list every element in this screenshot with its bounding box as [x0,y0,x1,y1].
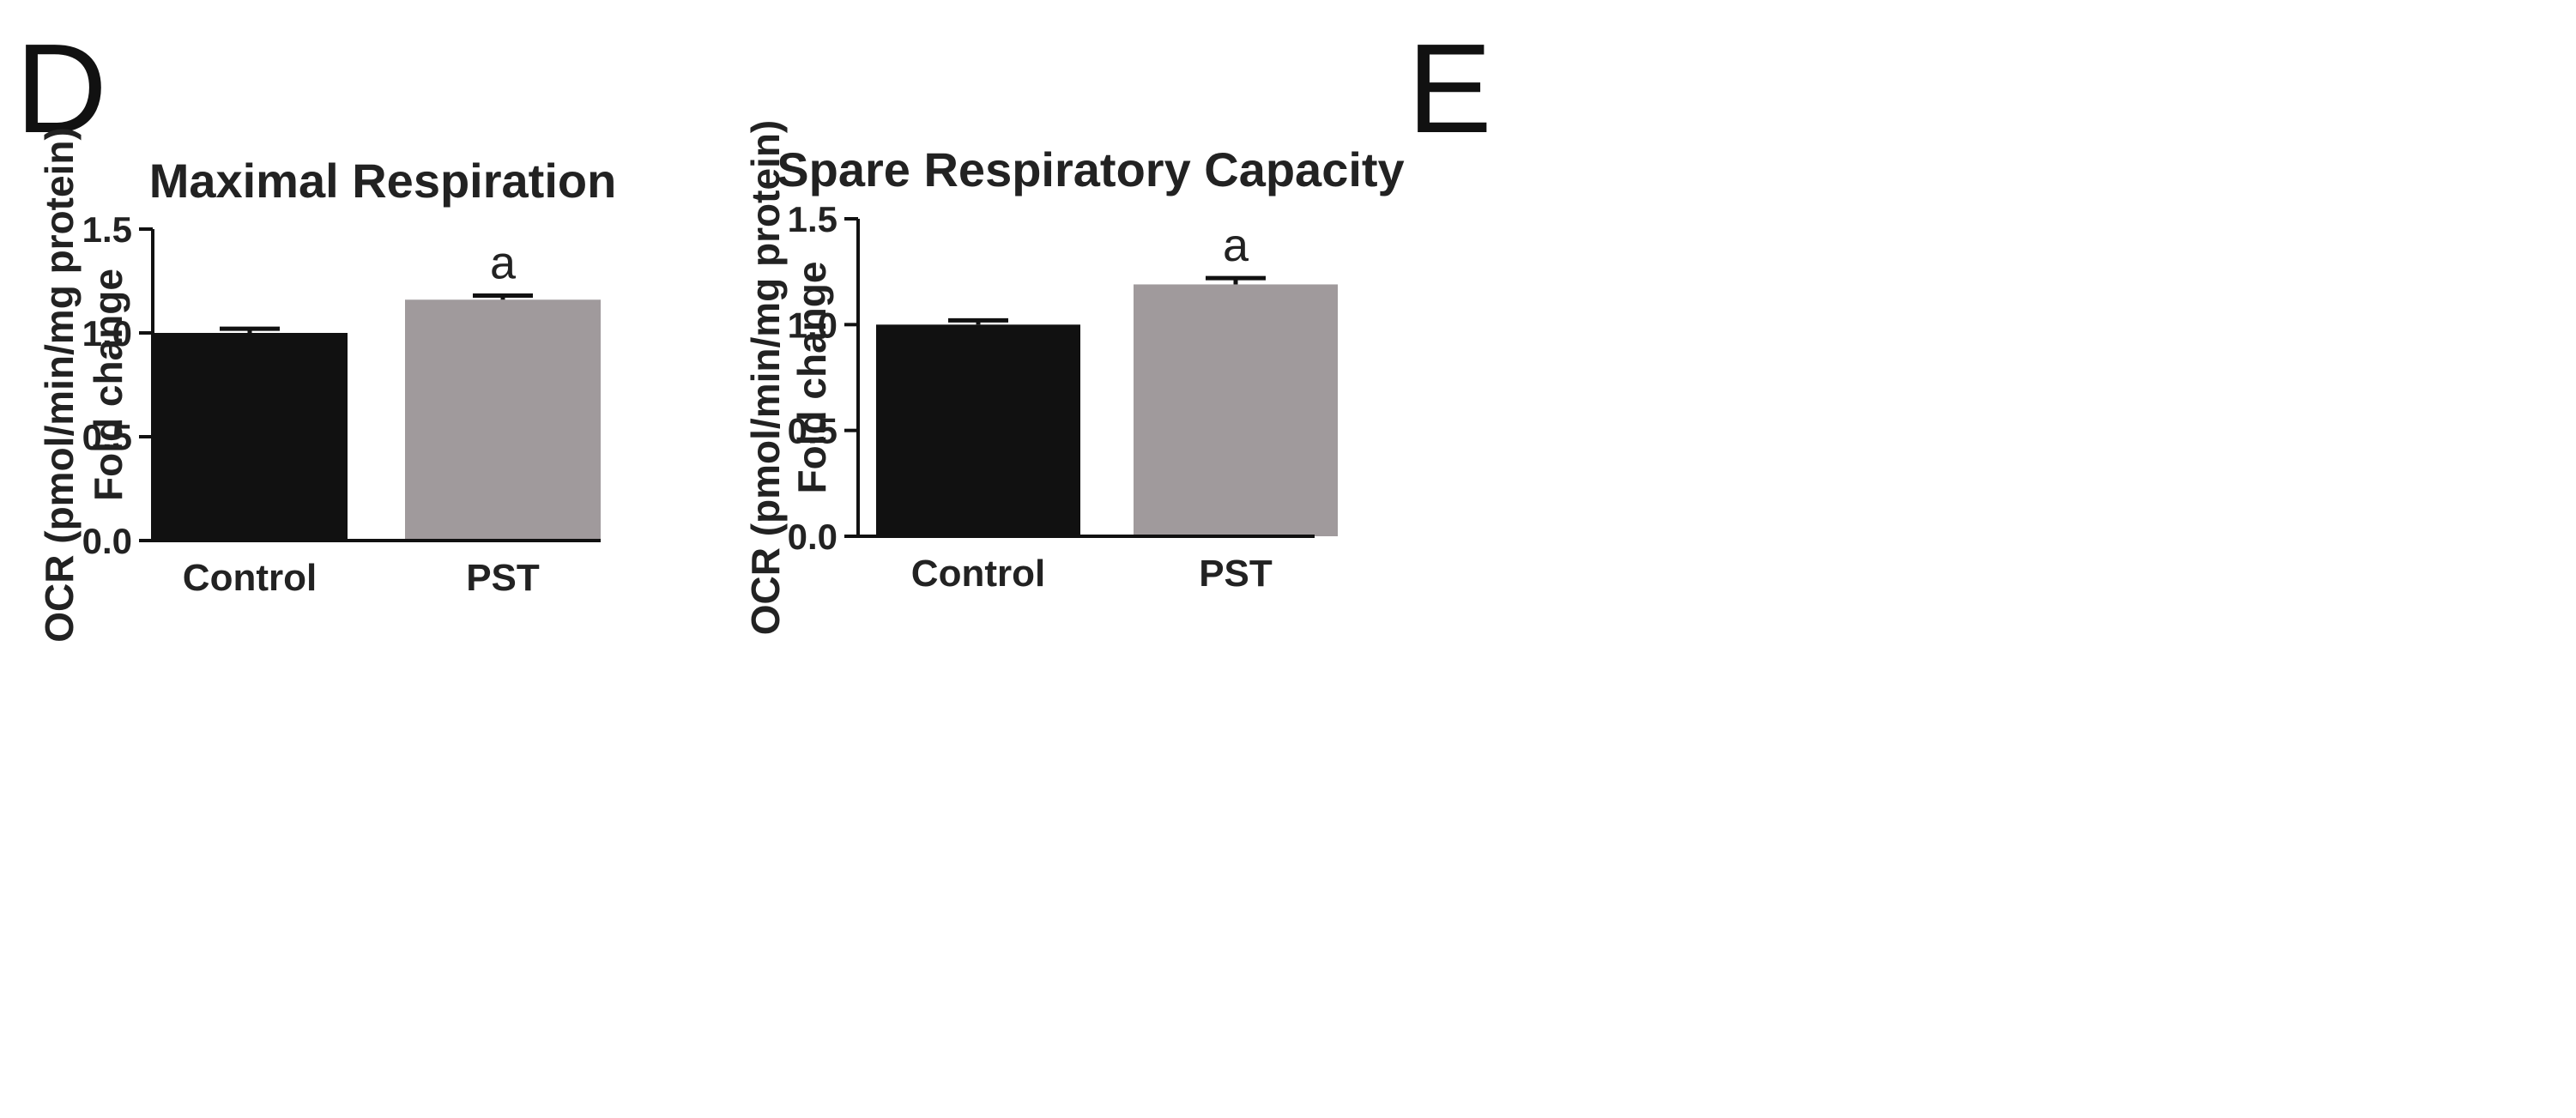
chart-e-ylabel-line1: OCR (pmol/min/mg protein) [743,120,788,636]
chart-e-ytick-label-2: 1.0 [788,305,838,345]
chart-d-ytick-label-0: 0.0 [82,521,132,561]
chart-e-bar-control [876,324,1080,536]
chart-e-xtick-control: Control [911,553,1045,595]
chart-d-bar-pst [405,299,601,541]
chart-d-ytick-label-3: 1.5 [82,209,132,250]
chart-d-significance-pst: a [490,237,517,288]
chart-d-bar-control [152,333,348,541]
chart-d-ylabel-line1: OCR (pmol/min/mg protein) [37,127,82,643]
chart-e-title: Spare Respiratory Capacity [777,142,1404,196]
chart-d-ytick-label-1: 0.5 [82,417,132,457]
chart-d-xtick-control: Control [183,557,317,599]
chart-d-title: Maximal Respiration [149,154,617,208]
chart-e-ylabel-line2: Fold change [789,262,834,494]
chart-e-xtick-pst: PST [1199,553,1273,595]
chart-d-ytick-label-2: 1.0 [82,313,132,354]
chart-e-significance-pst: a [1223,220,1249,271]
panel-label-e: E [1407,18,1492,160]
chart-e-bar-pst [1134,284,1338,536]
panel-label-d: D [15,18,107,160]
chart-d-xtick-pst: PST [466,557,540,599]
chart-d-ylabel-line2: Fold change [86,269,130,501]
chart-e-ytick-label-1: 0.5 [788,411,838,451]
chart-e-ytick-label-0: 0.0 [788,517,838,557]
chart-e-ytick-label-3: 1.5 [788,199,838,239]
